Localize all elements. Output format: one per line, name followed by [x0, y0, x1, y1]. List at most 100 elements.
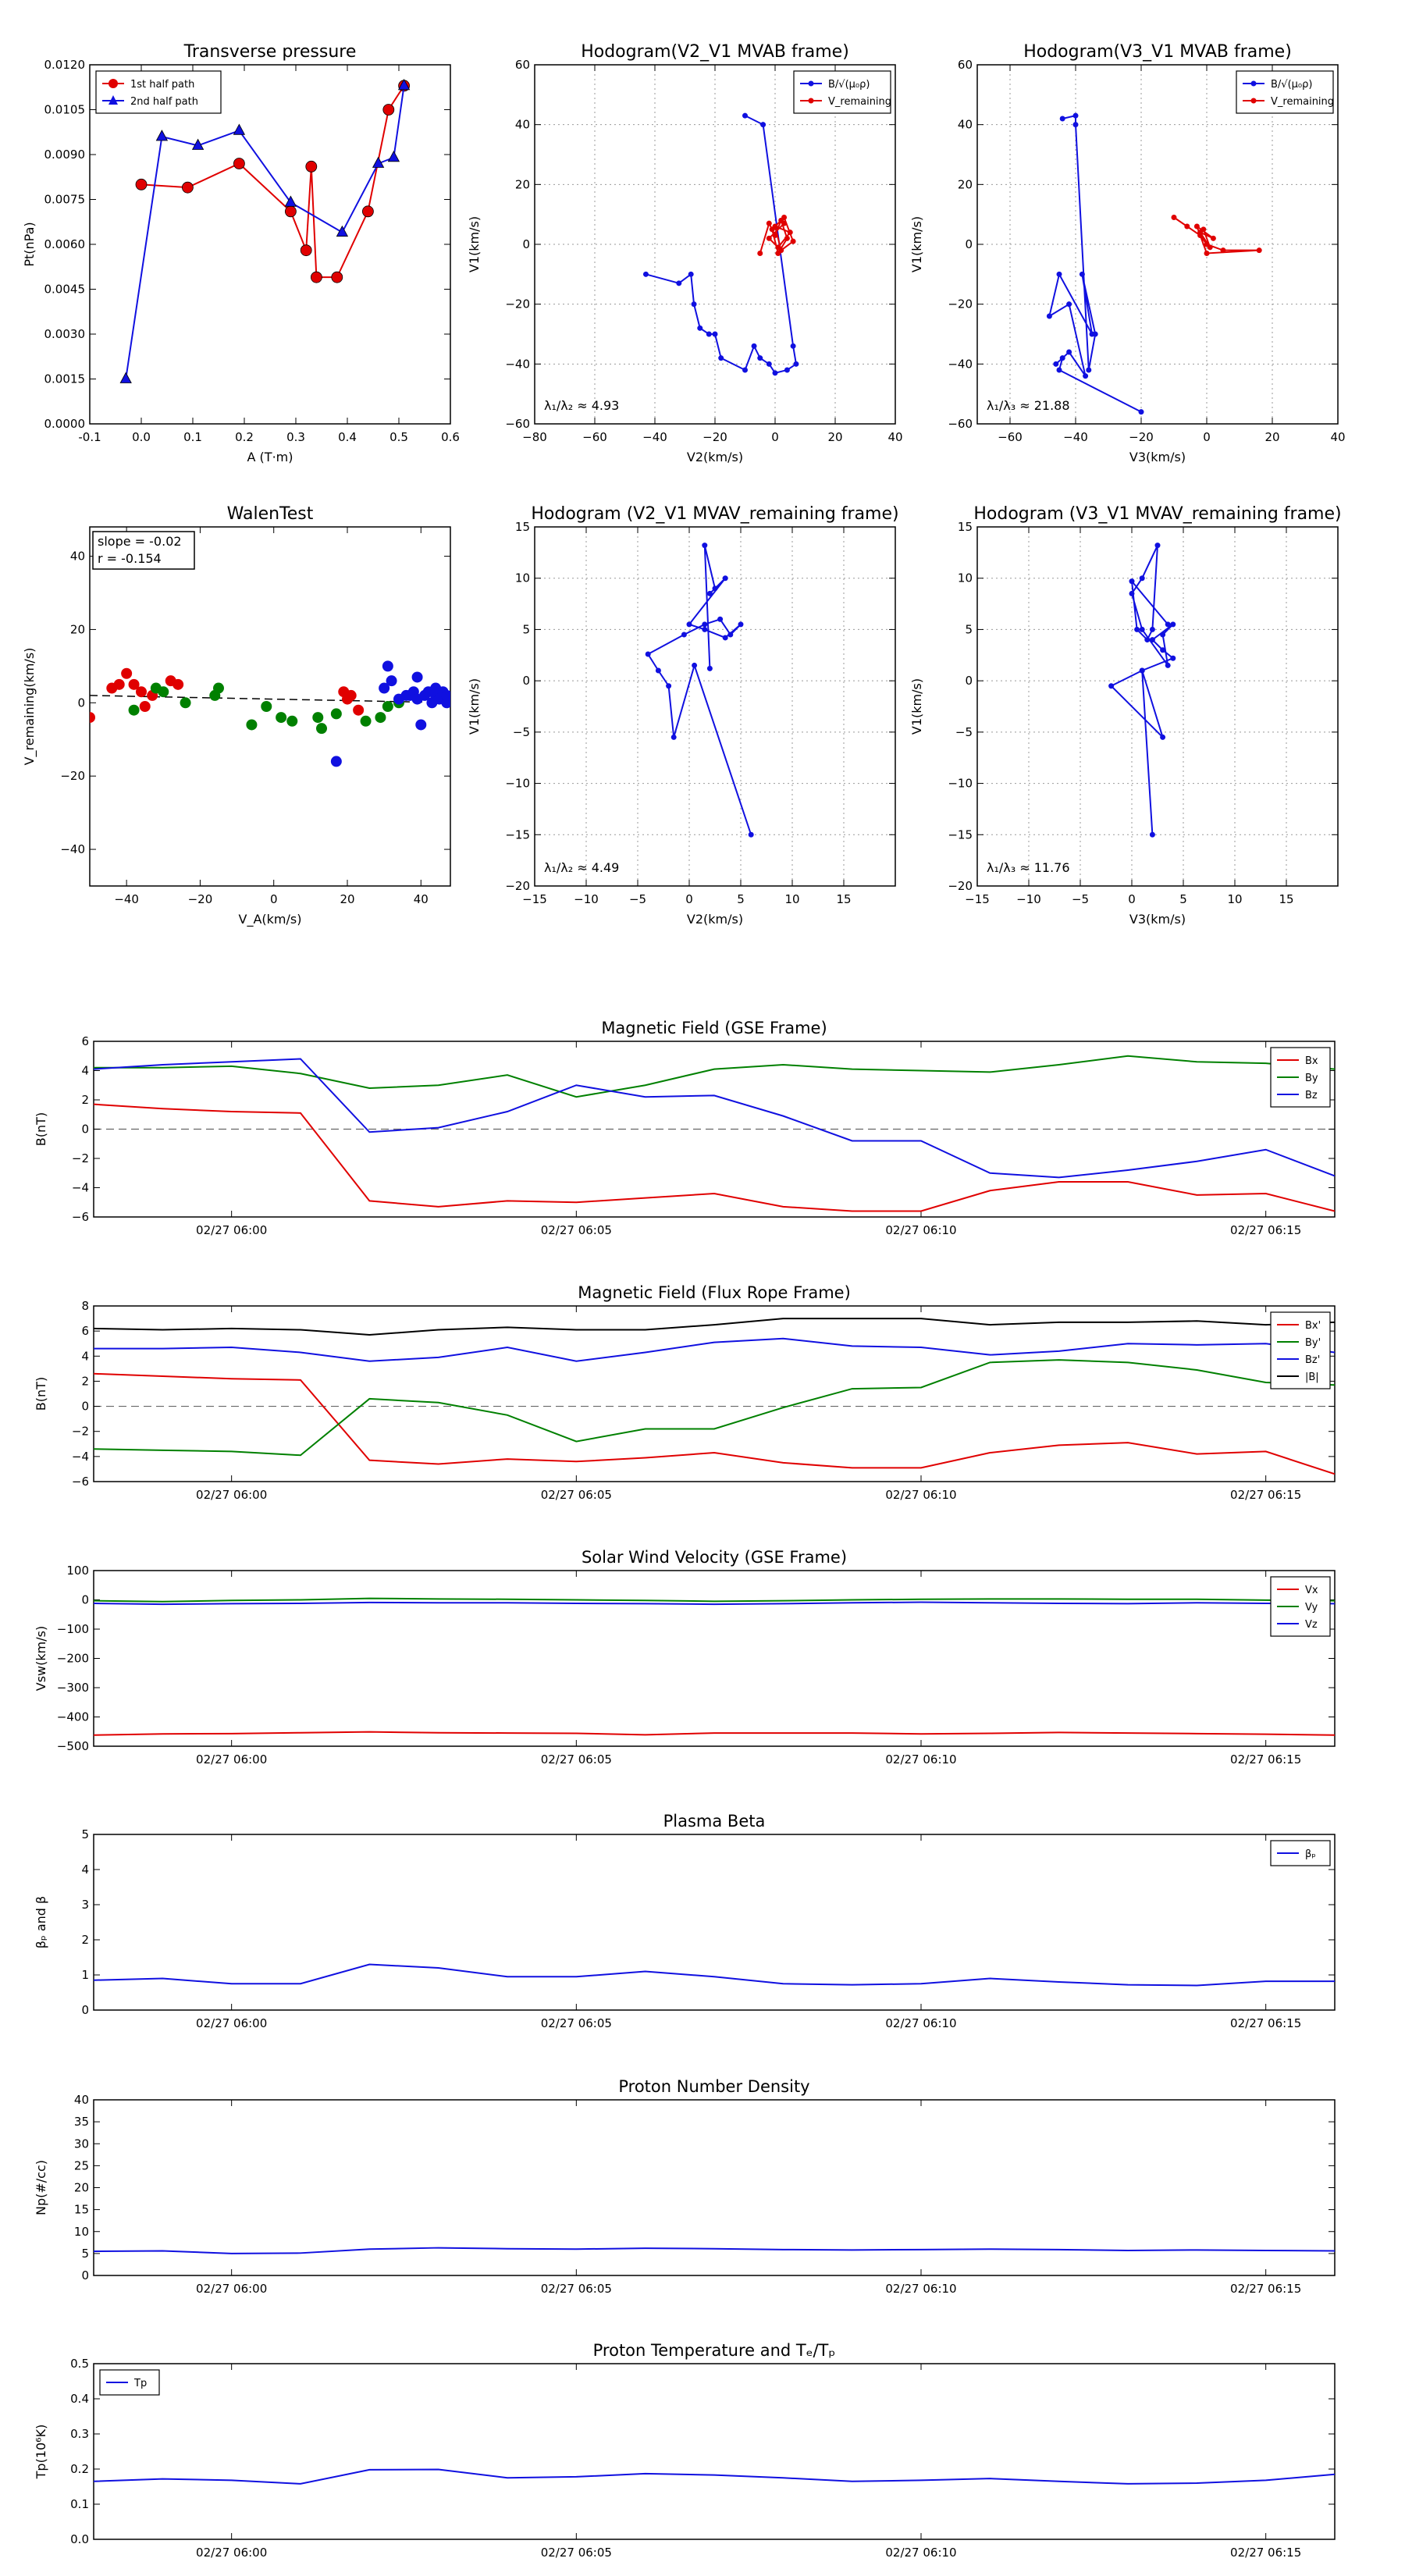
data-point — [686, 621, 692, 628]
series-line-0 — [646, 545, 752, 835]
legend-label: By — [1305, 1073, 1318, 1084]
chart-bfield_gse: Magnetic Field (GSE Frame) 02/27 06:00 02/… — [34, 1019, 1336, 1237]
y-tick-label: 10 — [515, 571, 530, 585]
data-point — [1072, 122, 1079, 128]
y-tick-label: 0.4 — [70, 2392, 89, 2406]
data-point — [276, 712, 287, 724]
x-tick-label: 02/27 06:05 — [541, 1752, 612, 1767]
data-point — [766, 220, 772, 226]
data-point — [742, 367, 748, 373]
x-tick-label: −60 — [582, 430, 607, 444]
y-tick-label: 0 — [522, 237, 530, 251]
data-point — [787, 229, 793, 236]
y-tick-label: −20 — [505, 297, 530, 311]
y-tick-label: 100 — [66, 1564, 89, 1578]
y-tick-label: 0.0090 — [44, 148, 86, 162]
data-point — [697, 325, 703, 331]
plot-area — [119, 78, 411, 383]
x-tick-label: 0.3 — [286, 430, 305, 444]
plot-area — [94, 1055, 1335, 1212]
chart-title: Plasma Beta — [663, 1812, 766, 1831]
data-point — [706, 331, 712, 337]
y-tick-label: 0 — [77, 696, 85, 710]
chart-proton_density: Proton Number Density 02/27 06:00 02/27 06… — [34, 2077, 1336, 2296]
chart-sw_velocity: Solar Wind Velocity (GSE Frame) 02/27 06:… — [34, 1548, 1336, 1767]
y-tick-label: −4 — [72, 1181, 89, 1195]
series-line-2 — [94, 1337, 1335, 1362]
data-point — [738, 621, 744, 628]
series-line-1 — [94, 1055, 1335, 1098]
series-line-0 — [140, 85, 405, 279]
y-tick-label: 0.0045 — [44, 283, 86, 297]
y-tick-label: −60 — [505, 417, 530, 431]
data-point — [90, 712, 95, 724]
data-point — [766, 361, 772, 367]
data-point — [772, 370, 778, 376]
y-tick-label: 0 — [965, 237, 973, 251]
ratio-annotation: λ₁/λ₃ ≈ 11.76 — [987, 860, 1070, 875]
plot-area — [642, 112, 799, 376]
x-tick-label: 20 — [827, 430, 842, 444]
x-tick-label: 5 — [737, 892, 745, 906]
chart-hodogram_v2v1_mvav: Hodogram (V2_V1 MVAV_remaining frame) −15… — [467, 504, 899, 927]
x-tick-label: 0.1 — [183, 430, 202, 444]
y-tick-label: −200 — [57, 1652, 89, 1666]
data-point — [128, 678, 140, 690]
data-point — [1134, 626, 1140, 632]
data-point — [1207, 244, 1213, 251]
chart-title: Transverse pressure — [183, 42, 357, 62]
plot-area — [94, 1597, 1335, 1736]
plot-area — [94, 2247, 1335, 2254]
data-point — [353, 704, 365, 716]
x-tick-label: 02/27 06:05 — [541, 2282, 612, 2296]
data-point — [284, 195, 297, 207]
data-point — [113, 678, 125, 690]
y-tick-label: −5 — [955, 725, 973, 739]
data-point — [246, 719, 258, 731]
data-point — [781, 220, 788, 226]
data-point — [1144, 637, 1151, 643]
x-tick-label: −5 — [629, 892, 646, 906]
data-point — [784, 367, 790, 373]
legend-marker — [808, 98, 814, 104]
plot-frame — [976, 64, 1339, 425]
legend-frame — [95, 70, 222, 114]
data-point — [790, 343, 796, 349]
series-line-0 — [94, 1731, 1335, 1736]
data-point — [1079, 271, 1085, 277]
y-tick-label: 10 — [958, 571, 973, 585]
stats-line: slope = -0.02 — [98, 534, 182, 549]
x-tick-label: −40 — [642, 430, 667, 444]
data-point — [772, 223, 778, 229]
chart-title: Hodogram(V2_V1 MVAB frame) — [581, 42, 849, 62]
legend-label: |B| — [1305, 1372, 1319, 1383]
data-point — [670, 734, 677, 740]
data-point — [1129, 578, 1135, 585]
y-tick-label: 0 — [81, 2003, 89, 2017]
x-tick-label: −40 — [114, 892, 139, 906]
y-tick-label: 0.0 — [70, 2532, 89, 2546]
data-point — [757, 355, 763, 361]
data-point — [173, 678, 184, 690]
y-tick-label: 25 — [74, 2158, 89, 2172]
x-tick-label: 02/27 06:05 — [541, 2016, 612, 2030]
x-tick-label: 02/27 06:05 — [541, 2546, 612, 2560]
data-point — [213, 682, 224, 694]
x-tick-label: 02/27 06:15 — [1230, 2016, 1301, 2030]
y-tick-label: −2 — [72, 1151, 89, 1165]
data-point — [642, 271, 649, 277]
y-tick-label: 40 — [70, 550, 85, 564]
y-axis-label: Np(#/cc) — [34, 2160, 48, 2215]
x-tick-label: 10 — [1227, 892, 1242, 906]
chart-hodogram_v3v1_mvab: Hodogram(V3_V1 MVAB frame) −60 −40 −20 0 20 40… — [909, 42, 1346, 464]
y-tick-label: 60 — [958, 58, 973, 72]
data-point — [666, 683, 672, 689]
data-point — [1129, 590, 1135, 596]
legend-frame — [1270, 1311, 1331, 1389]
data-point — [1086, 367, 1092, 373]
legend: Vx Vy Vz — [1270, 1576, 1331, 1637]
data-point — [135, 178, 148, 190]
x-tick-label: 02/27 06:10 — [885, 1223, 956, 1237]
data-point — [676, 280, 682, 286]
chart-transverse_pressure: Transverse pressure -0.1 0.0 0.1 0.2 0.3 0.4 0.… — [22, 42, 460, 464]
